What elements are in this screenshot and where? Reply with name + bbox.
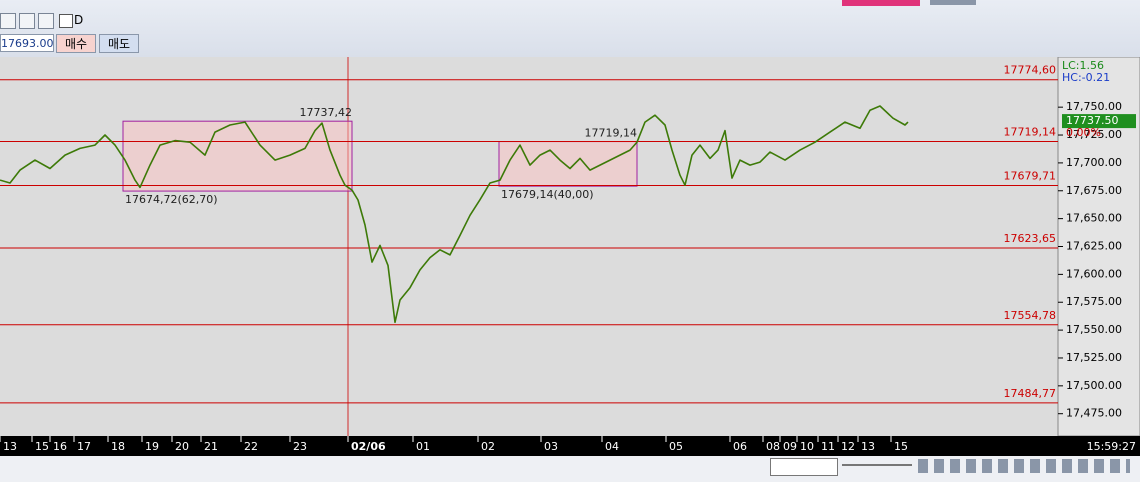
- y-tick-label: 17,600.00: [1066, 267, 1122, 280]
- box-high-label: 17737,42: [300, 106, 353, 119]
- y-tick-label: 17,575.00: [1066, 295, 1122, 308]
- x-tick-label: 01: [416, 440, 430, 453]
- last-price-label: 17737.50: [1066, 114, 1119, 127]
- price-line: [0, 105, 909, 324]
- x-tick-label: 10: [800, 440, 814, 453]
- y-tick-label: 17,675.00: [1066, 184, 1122, 197]
- checkbox[interactable]: [59, 14, 73, 28]
- level-label: 17774,60: [1004, 64, 1057, 77]
- level-label: 17623,65: [1004, 232, 1057, 245]
- x-tick-label: 22: [244, 440, 258, 453]
- sell-button[interactable]: 매도: [99, 34, 139, 53]
- tool-icon[interactable]: [0, 13, 16, 29]
- y-tick-label: 17,725.00: [1066, 128, 1122, 141]
- x-tick-label: 20: [175, 440, 189, 453]
- timeframe-label: D: [74, 13, 84, 27]
- lc-label: LC:1.56: [1062, 59, 1104, 72]
- x-tick-label: 21: [204, 440, 218, 453]
- settings-icon[interactable]: [38, 13, 54, 29]
- x-tick-label: 11: [821, 440, 835, 453]
- nav-buttons[interactable]: [770, 458, 838, 476]
- box-low-label: 17679,14(40,00): [501, 188, 594, 201]
- x-tick-label: 17: [77, 440, 91, 453]
- y-tick-label: 17,550.00: [1066, 323, 1122, 336]
- x-tick-label: 13: [3, 440, 17, 453]
- x-tick-label: 16: [53, 440, 67, 453]
- y-tick-label: 17,625.00: [1066, 240, 1122, 253]
- toolbar: D 17693.00 매수 매도: [0, 0, 1140, 58]
- x-tick-label: 13: [861, 440, 875, 453]
- x-tick-label: 15: [894, 440, 908, 453]
- x-tick-label: 06: [733, 440, 747, 453]
- x-tick-label: 23: [293, 440, 307, 453]
- y-tick-label: 17,500.00: [1066, 379, 1122, 392]
- box-low-label: 17674,72(62,70): [125, 193, 218, 206]
- change-label: 0.00%: [1066, 126, 1101, 139]
- top-button[interactable]: [930, 0, 976, 5]
- range-box: [498, 141, 638, 187]
- x-tick-label: 19: [145, 440, 159, 453]
- x-tick-label: 02: [481, 440, 495, 453]
- x-tick-label: 18: [111, 440, 125, 453]
- plot-area: [0, 57, 1058, 436]
- y-tick-label: 17,650.00: [1066, 212, 1122, 225]
- x-tick-label: 09: [783, 440, 797, 453]
- y-tick-label: 17,700.00: [1066, 156, 1122, 169]
- top-button[interactable]: [842, 0, 920, 6]
- x-tick-label: 04: [605, 440, 619, 453]
- y-tick-label: 17,750.00: [1066, 100, 1122, 113]
- zoom-slider[interactable]: [842, 464, 912, 466]
- x-tick-label: 12: [841, 440, 855, 453]
- scroll-bar: [0, 456, 1140, 482]
- level-label: 17554,78: [1004, 309, 1057, 322]
- range-box: [122, 120, 353, 192]
- price-input[interactable]: 17693.00: [0, 34, 54, 52]
- y-tick-label: 17,525.00: [1066, 351, 1122, 364]
- x-tick-label: 15: [35, 440, 49, 453]
- hc-label: HC:-0.21: [1062, 71, 1110, 84]
- y-tick-label: 17,475.00: [1066, 407, 1122, 420]
- level-label: 17719,14: [1004, 126, 1057, 139]
- x-tick-label: 02/06: [351, 440, 386, 453]
- level-label: 17484,77: [1004, 387, 1057, 400]
- last-price-box: [1062, 114, 1136, 129]
- x-tick-label: 05: [669, 440, 683, 453]
- level-label: 17679,71: [1004, 170, 1057, 183]
- save-icon[interactable]: [19, 13, 35, 29]
- x-tick-label: 03: [544, 440, 558, 453]
- box-high-label: 17719,14: [585, 127, 638, 140]
- x-tick-label: 08: [766, 440, 780, 453]
- time-axis: [0, 436, 1140, 456]
- time-label: 15:59:27: [1087, 440, 1136, 453]
- chart: 17737,42 17674,72(62,70) 17719,14 17679,14(…: [0, 57, 1140, 456]
- tool-icons[interactable]: [918, 459, 1130, 473]
- buy-button[interactable]: 매수: [56, 34, 96, 53]
